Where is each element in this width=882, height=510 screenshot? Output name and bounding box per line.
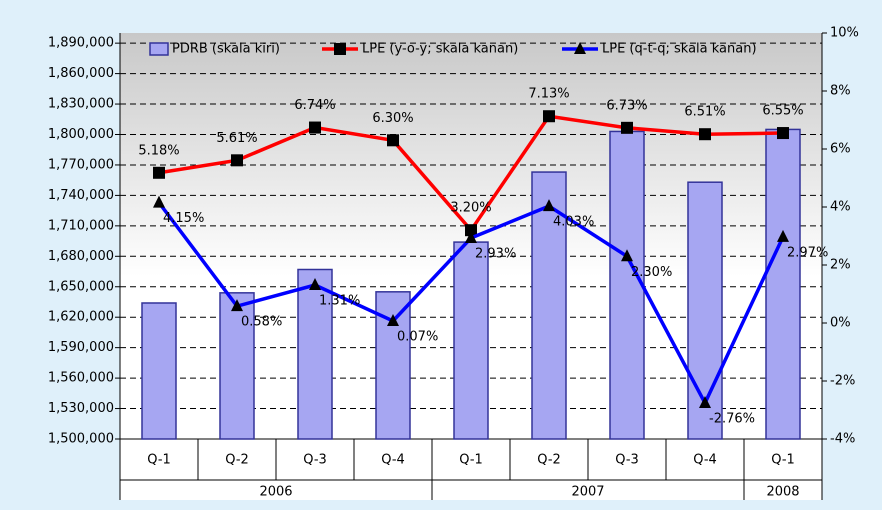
x-tick-label: Q-2 bbox=[225, 453, 249, 468]
group-label: 2008 bbox=[766, 485, 799, 500]
x-tick-label: Q-2 bbox=[537, 453, 561, 468]
data-label: 2.93% bbox=[475, 247, 516, 262]
y2-tick-label: -2% bbox=[830, 374, 855, 389]
marker bbox=[387, 313, 399, 326]
marker bbox=[387, 134, 399, 147]
marker bbox=[699, 396, 711, 409]
y-tick-label: 1,530,000 bbox=[48, 401, 114, 416]
bar bbox=[609, 130, 645, 440]
bar bbox=[531, 171, 567, 440]
y-tick-label: 1,800,000 bbox=[48, 127, 114, 142]
category-table bbox=[120, 439, 822, 500]
data-label: 6.73% bbox=[606, 98, 647, 113]
bar bbox=[219, 292, 255, 440]
x-tick-label: Q-3 bbox=[303, 453, 327, 468]
y-tick-label: 1,680,000 bbox=[48, 249, 114, 264]
legend-swatch bbox=[149, 42, 169, 56]
y-tick-label: 1,770,000 bbox=[48, 157, 114, 172]
marker bbox=[699, 128, 711, 141]
group-label: 2007 bbox=[571, 485, 604, 500]
data-label: 6.74% bbox=[294, 98, 335, 113]
data-label: 3.20% bbox=[450, 201, 491, 216]
bar bbox=[141, 302, 177, 440]
data-label: 2.30% bbox=[631, 265, 672, 280]
legend-label: PDRB (skala kiri) bbox=[172, 42, 280, 57]
y-tick-label: 1,830,000 bbox=[48, 97, 114, 112]
data-label: 6.30% bbox=[372, 111, 413, 126]
y-tick-label: 1,560,000 bbox=[48, 371, 114, 386]
y2-tick-label: -4% bbox=[830, 432, 855, 447]
bar bbox=[765, 128, 801, 440]
y-tick-label: 1,650,000 bbox=[48, 279, 114, 294]
x-tick-label: Q-1 bbox=[147, 453, 171, 468]
x-tick-label: Q-4 bbox=[693, 453, 717, 468]
y2-tick-label: 2% bbox=[830, 258, 851, 273]
marker bbox=[231, 299, 243, 312]
y-tick-label: 1,860,000 bbox=[48, 66, 114, 81]
legend-label: LPE (y-o-y; skala kanan) bbox=[362, 42, 518, 57]
marker bbox=[309, 121, 321, 134]
marker bbox=[777, 127, 789, 140]
data-label: 2.97% bbox=[787, 245, 828, 260]
data-label: 1.31% bbox=[319, 294, 360, 309]
legend-marker bbox=[574, 42, 586, 54]
y-tick-label: 1,620,000 bbox=[48, 310, 114, 325]
y2-tick-label: 0% bbox=[830, 316, 851, 331]
marker bbox=[543, 199, 555, 212]
bar bbox=[297, 268, 333, 440]
x-tick-label: Q-3 bbox=[615, 453, 639, 468]
marker bbox=[153, 195, 165, 208]
marker bbox=[153, 166, 165, 179]
marker bbox=[621, 121, 633, 134]
y-tick-label: 1,740,000 bbox=[48, 188, 114, 203]
data-label: 6.55% bbox=[762, 104, 803, 119]
data-label: 7.13% bbox=[528, 87, 569, 102]
x-tick-label: Q-1 bbox=[771, 453, 795, 468]
marker bbox=[465, 224, 477, 237]
data-label: 5.61% bbox=[216, 131, 257, 146]
data-label: 6.51% bbox=[684, 105, 725, 120]
y2-tick-label: 10% bbox=[830, 26, 859, 41]
x-tick-label: Q-4 bbox=[381, 453, 405, 468]
y2-tick-label: 8% bbox=[830, 84, 851, 99]
data-label: 0.58% bbox=[241, 315, 282, 330]
legend-marker bbox=[334, 43, 346, 55]
marker bbox=[465, 231, 477, 244]
marker bbox=[777, 229, 789, 242]
data-label: 4.03% bbox=[553, 215, 594, 230]
marker bbox=[621, 249, 633, 262]
y-tick-label: 1,500,000 bbox=[48, 432, 114, 447]
y-tick-label: 1,890,000 bbox=[48, 36, 114, 51]
legend-label: LPE (q-t-q; skala kanan) bbox=[602, 42, 757, 57]
y-tick-label: 1,590,000 bbox=[48, 340, 114, 355]
marker bbox=[543, 110, 555, 123]
data-label: 4.15% bbox=[163, 211, 204, 226]
y2-tick-label: 6% bbox=[830, 142, 851, 157]
group-label: 2006 bbox=[259, 485, 292, 500]
y-tick-label: 1,710,000 bbox=[48, 218, 114, 233]
x-tick-label: Q-1 bbox=[459, 453, 483, 468]
bar bbox=[453, 241, 489, 440]
data-label: -2.76% bbox=[709, 412, 755, 427]
bar bbox=[687, 181, 723, 440]
data-label: 0.07% bbox=[397, 329, 438, 344]
marker bbox=[231, 154, 243, 167]
marker bbox=[309, 278, 321, 291]
data-label: 5.18% bbox=[138, 143, 179, 158]
y2-tick-label: 4% bbox=[830, 200, 851, 215]
